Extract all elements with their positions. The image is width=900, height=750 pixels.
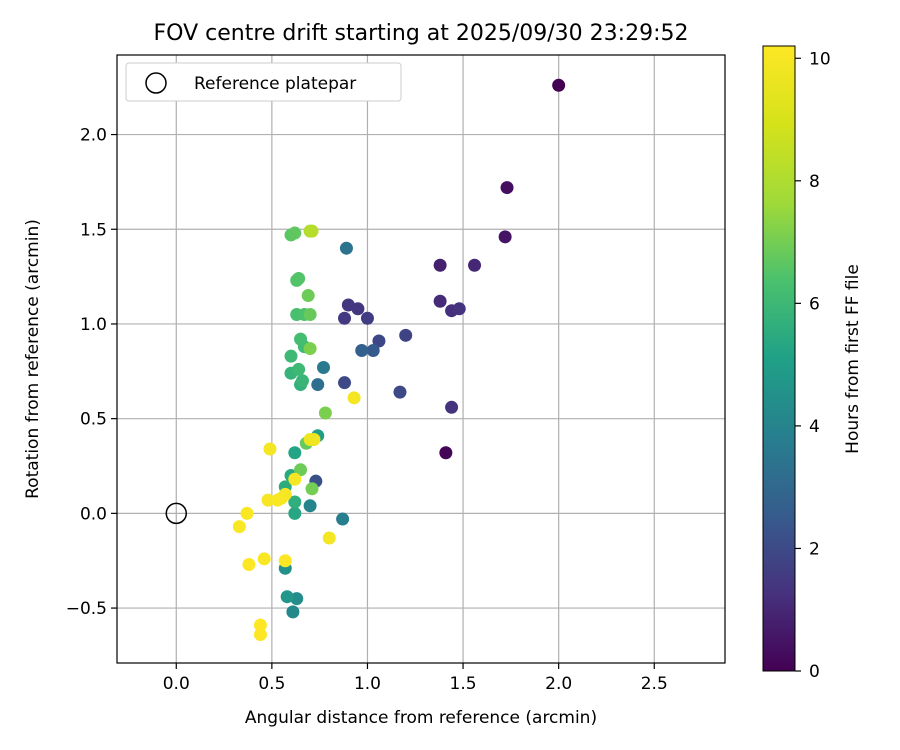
data-point (288, 506, 302, 520)
plot-area (117, 55, 725, 663)
legend-reference-marker (145, 72, 167, 94)
data-point (468, 258, 482, 272)
legend-reference-label: Reference platepar (194, 74, 356, 94)
scatter-points (232, 78, 566, 642)
colorbar-tick-label: 10 (809, 49, 831, 69)
data-point (253, 618, 267, 632)
y-tick-label: 1.5 (80, 220, 107, 240)
data-point (261, 493, 275, 507)
data-point (452, 302, 466, 316)
data-point (301, 289, 315, 303)
data-point (303, 307, 317, 321)
colorbar-label: Hours from first FF file (843, 264, 863, 454)
y-tick-label: 1.0 (80, 315, 107, 335)
data-point (339, 241, 353, 255)
data-point (242, 558, 256, 572)
data-point (366, 343, 380, 357)
x-tick-label: 0.5 (258, 674, 285, 694)
data-point (232, 520, 246, 534)
data-point (552, 78, 566, 92)
data-point (278, 554, 292, 568)
colorbar-tick-label: 2 (809, 539, 820, 559)
data-point (355, 343, 369, 357)
data-point (294, 463, 308, 477)
data-point (316, 361, 330, 375)
data-point (288, 446, 302, 460)
legend-box (125, 62, 402, 102)
y-tick-label: 2.0 (80, 126, 107, 146)
data-point (500, 181, 514, 195)
colorbar-gradient (762, 45, 796, 672)
data-point (322, 531, 336, 545)
data-point (284, 349, 298, 363)
y-tick-label: 0.0 (80, 504, 107, 524)
colorbar-tick-label: 6 (809, 294, 820, 314)
data-point (240, 506, 254, 520)
data-point (347, 391, 361, 405)
data-point (294, 332, 308, 346)
plot-frame (116, 54, 726, 664)
data-point (253, 628, 267, 642)
data-point (360, 311, 374, 325)
data-point (288, 495, 302, 509)
x-tick-label: 2.0 (545, 674, 572, 694)
y-axis-ticks: −0.5 0.0 0.5 1.0 1.5 2.0 (66, 126, 117, 619)
data-point (303, 342, 317, 356)
data-point (399, 328, 413, 342)
colorbar: 0 2 4 6 8 10 Hours from first FF file (762, 45, 863, 682)
data-point (263, 442, 277, 456)
x-axis-label: Angular distance from reference (arcmin) (245, 708, 597, 728)
data-point (498, 230, 512, 244)
y-tick-label: 0.5 (80, 410, 107, 430)
reference-platepar-marker (165, 502, 188, 525)
colorbar-tick-label: 4 (809, 417, 820, 437)
data-point (292, 362, 306, 376)
data-point (433, 294, 447, 308)
x-tick-label: 1.5 (450, 674, 477, 694)
y-tick-label: −0.5 (66, 599, 107, 619)
x-tick-label: 1.0 (354, 674, 381, 694)
data-point (305, 482, 319, 496)
legend: Reference platepar (125, 62, 402, 102)
data-point (280, 590, 294, 604)
colorbar-tick-label: 8 (809, 172, 820, 192)
data-point (303, 499, 317, 513)
data-point (336, 512, 350, 526)
colorbar-tick-label: 0 (809, 662, 820, 682)
data-point (351, 302, 365, 316)
data-point (288, 226, 302, 240)
data-point (338, 376, 352, 390)
data-point (393, 385, 407, 399)
data-point (445, 400, 459, 414)
data-point (257, 552, 271, 566)
x-axis-ticks: 0.0 0.5 1.0 1.5 2.0 2.5 (163, 663, 668, 694)
grid (117, 55, 725, 663)
data-point (307, 432, 321, 446)
x-tick-label: 2.5 (641, 674, 668, 694)
data-point (295, 374, 309, 388)
data-point (305, 224, 319, 238)
data-point (372, 334, 386, 348)
y-axis-label: Rotation from reference (arcmin) (23, 219, 43, 499)
data-point (318, 406, 332, 420)
data-point (338, 311, 352, 325)
data-point (292, 272, 306, 286)
x-tick-label: 0.0 (163, 674, 190, 694)
chart-title: FOV centre drift starting at 2025/09/30 … (154, 21, 689, 46)
data-point (288, 472, 302, 486)
data-point (433, 258, 447, 272)
data-point (311, 378, 325, 392)
colorbar-ticks: 0 2 4 6 8 10 (795, 49, 831, 682)
data-point (439, 446, 453, 460)
data-point (286, 605, 300, 619)
data-point (271, 493, 285, 507)
